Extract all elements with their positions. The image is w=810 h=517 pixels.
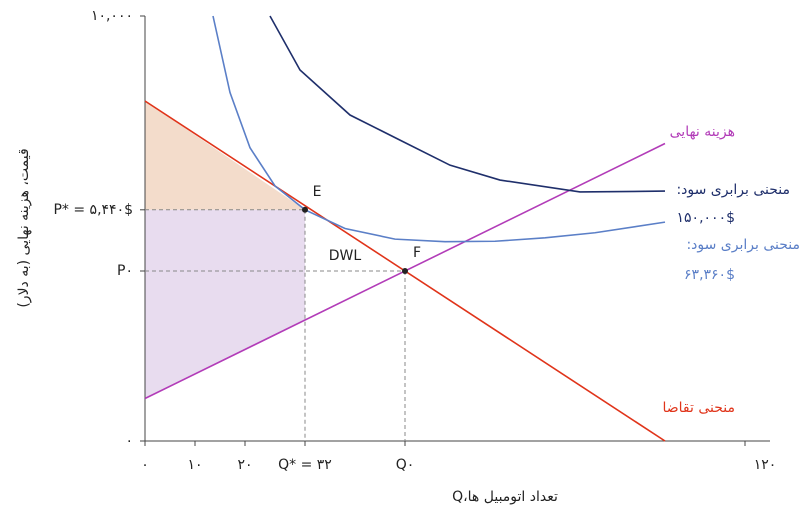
y-axis-label: قیمت، هزینه نهایی (به دلار) bbox=[16, 148, 32, 307]
series-label: :منحنی برابری سود bbox=[676, 182, 790, 198]
x-tick-label: ۲۰ bbox=[237, 457, 252, 473]
series-label: ۱۵۰,۰۰۰$ bbox=[677, 210, 735, 226]
x-axis-label: Q،تعداد اتومبیل ها bbox=[452, 489, 558, 505]
x-tick-label: Q۰ bbox=[396, 457, 415, 473]
series-label: ۶۳,۳۶۰$ bbox=[684, 267, 735, 283]
annotation: DWL bbox=[329, 248, 362, 264]
cost-area bbox=[145, 209, 305, 399]
x-tick-label: ۱۰ bbox=[187, 457, 202, 473]
point bbox=[402, 268, 408, 274]
series-label: هزینه نهایی bbox=[670, 124, 735, 140]
y-tick-label: ۰ bbox=[125, 433, 133, 449]
y-tick-label: P* = ۵,۴۴۰$ bbox=[53, 202, 133, 218]
x-tick-label: Q* = ۳۲ bbox=[278, 457, 332, 473]
series-line bbox=[269, 15, 666, 193]
x-tick-label: ۰ bbox=[141, 457, 149, 473]
series-line bbox=[212, 15, 666, 243]
surplus-area bbox=[145, 101, 305, 210]
y-tick-label: ۱۰,۰۰۰ bbox=[91, 8, 133, 24]
series-label: :منحنی برابری سود bbox=[686, 237, 800, 253]
point-label: F bbox=[413, 245, 421, 261]
point bbox=[302, 206, 308, 213]
point-label: E bbox=[313, 184, 322, 200]
series-label: منحنی تقاضا bbox=[662, 400, 735, 416]
y-tick-label: P۰ bbox=[117, 263, 133, 279]
x-tick-label: ۱۲۰ bbox=[754, 457, 777, 473]
